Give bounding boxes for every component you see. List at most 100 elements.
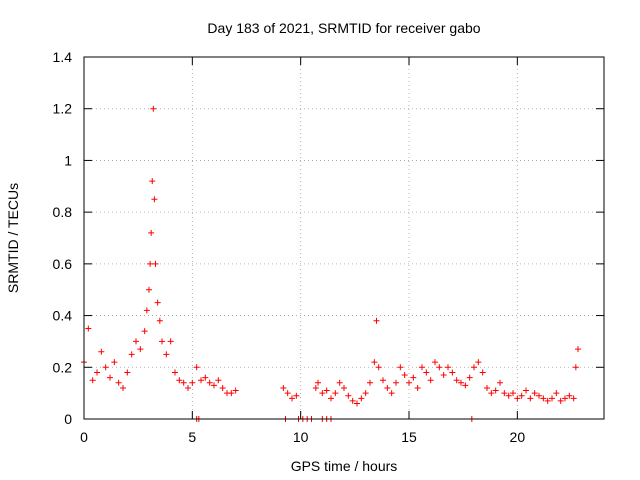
- data-point: [345, 392, 352, 399]
- data-point: [149, 178, 156, 185]
- data-point: [401, 372, 408, 379]
- data-point: [440, 372, 447, 379]
- x-tick-label: 0: [80, 429, 88, 445]
- data-point: [527, 395, 534, 402]
- data-point: [293, 392, 300, 399]
- data-point: [150, 105, 157, 112]
- data-point: [189, 379, 196, 386]
- data-point: [215, 377, 222, 384]
- data-point: [143, 307, 150, 314]
- data-point: [152, 260, 159, 267]
- data-point: [388, 390, 395, 397]
- data-point: [85, 325, 92, 332]
- data-point: [514, 395, 521, 402]
- data-point: [414, 384, 421, 391]
- x-tick-label: 15: [401, 429, 417, 445]
- data-point: [436, 364, 443, 371]
- data-point: [572, 364, 579, 371]
- data-point: [523, 387, 529, 394]
- data-point: [505, 392, 512, 399]
- data-point: [510, 390, 516, 397]
- data-point: [423, 369, 430, 376]
- data-point: [89, 377, 96, 384]
- data-point: [373, 317, 380, 324]
- data-point: [393, 379, 399, 386]
- data-point: [549, 395, 555, 402]
- data-point: [206, 379, 213, 386]
- data-point: [479, 369, 486, 376]
- data-point: [557, 397, 564, 404]
- data-point: [536, 392, 542, 399]
- data-point: [540, 395, 547, 402]
- data-point: [492, 387, 499, 394]
- data-point: [445, 364, 451, 371]
- data-point: [133, 338, 139, 345]
- data-point: [419, 364, 425, 371]
- data-point: [458, 379, 464, 386]
- data-point: [410, 374, 417, 381]
- chart-title: Day 183 of 2021, SRMTID for receiver gab…: [207, 20, 480, 36]
- data-point: [319, 390, 326, 397]
- data-point: [176, 377, 183, 384]
- y-tick-label: 0.2: [53, 359, 73, 375]
- data-point: [544, 397, 551, 404]
- data-point: [384, 384, 391, 391]
- data-point: [147, 260, 154, 267]
- data-point: [312, 384, 319, 391]
- data-point: [406, 379, 412, 386]
- data-point: [471, 364, 477, 371]
- y-axis-label: SRMTID / TECUs: [5, 183, 21, 293]
- x-tick-label: 5: [188, 429, 196, 445]
- data-point: [341, 384, 347, 391]
- tick-layer: 0 0.2 0.4 0.6 0.8 1 1.2 1.4 0 5 10 15 20: [53, 49, 604, 445]
- data-point: [124, 369, 131, 376]
- data-point: [531, 390, 538, 397]
- data-point: [449, 369, 456, 376]
- data-point: [570, 395, 577, 402]
- data-point: [501, 390, 508, 397]
- data-point: [120, 384, 126, 391]
- data-point: [180, 379, 187, 386]
- data-point: [107, 374, 113, 381]
- data-point: [202, 374, 209, 381]
- data-point: [371, 359, 378, 366]
- data-point: [484, 384, 490, 391]
- y-tick-label: 0.4: [53, 308, 73, 324]
- data-point: [354, 400, 360, 407]
- data-point: [323, 387, 330, 394]
- y-tick-label: 1.4: [53, 49, 73, 65]
- data-point: [453, 377, 460, 384]
- data-point: [148, 229, 155, 236]
- data-point: [154, 299, 161, 306]
- data-point: [488, 390, 495, 397]
- data-point: [137, 346, 144, 353]
- data-point: [228, 390, 235, 397]
- data-point: [185, 384, 191, 391]
- data-point: [94, 369, 100, 376]
- data-point: [462, 382, 469, 389]
- data-point: [141, 328, 148, 335]
- data-point: [380, 377, 386, 384]
- data-point: [518, 392, 525, 399]
- data-point: [111, 359, 118, 366]
- data-point: [427, 377, 434, 384]
- grid-layer: [84, 57, 604, 419]
- data-point: [193, 364, 200, 371]
- plot-frame: [83, 56, 605, 420]
- y-tick-label: 0.8: [53, 204, 73, 220]
- data-point: [358, 395, 365, 402]
- data-point: [349, 397, 356, 404]
- data-point: [219, 384, 226, 391]
- data-point: [432, 359, 438, 366]
- data-point: [163, 351, 170, 358]
- data-point: [575, 346, 581, 353]
- data-point: [128, 351, 135, 358]
- data-point: [466, 374, 473, 381]
- data-point: [151, 196, 158, 203]
- data-point: [98, 348, 105, 355]
- y-tick-label: 1: [64, 152, 72, 168]
- data-point: [362, 390, 369, 397]
- data-point: [115, 379, 122, 386]
- data-point: [315, 379, 321, 386]
